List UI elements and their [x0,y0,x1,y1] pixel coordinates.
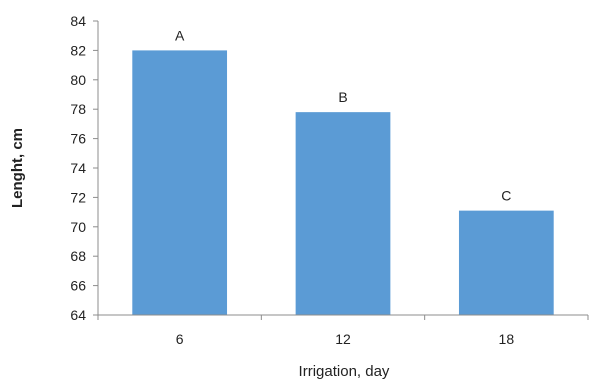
x-tick-label-6: 6 [176,331,184,347]
x-axis-ticks: 6 12 18 [97,315,589,347]
y-tick-label: 64 [70,307,86,323]
axes [97,21,588,316]
y-tick-label: 76 [70,131,86,147]
y-tick-label: 82 [70,42,86,58]
data-label-12: B [338,89,347,105]
y-tick-label: 70 [70,219,86,235]
y-tick-label: 84 [70,13,86,29]
bar-12 [295,112,391,315]
data-labels: A B C [175,27,511,203]
y-tick-label: 66 [70,278,86,294]
x-axis-title: Irrigation, day [299,363,390,380]
bars [132,50,554,316]
y-tick-label: 80 [70,72,86,88]
data-label-18: C [501,188,511,204]
y-tick-label: 78 [70,101,86,117]
y-tick-label: 68 [70,248,86,264]
bar-18 [458,210,554,315]
y-axis-ticks: 64 66 68 70 72 74 76 78 80 82 84 [70,13,98,323]
data-label-6: A [175,27,185,43]
y-tick-label: 72 [70,189,86,205]
y-axis-title: Lenght, cm [9,128,26,208]
bar-6 [132,50,228,316]
x-tick-label-18: 18 [499,331,515,347]
x-tick-label-12: 12 [335,331,351,347]
y-tick-label: 74 [70,160,86,176]
